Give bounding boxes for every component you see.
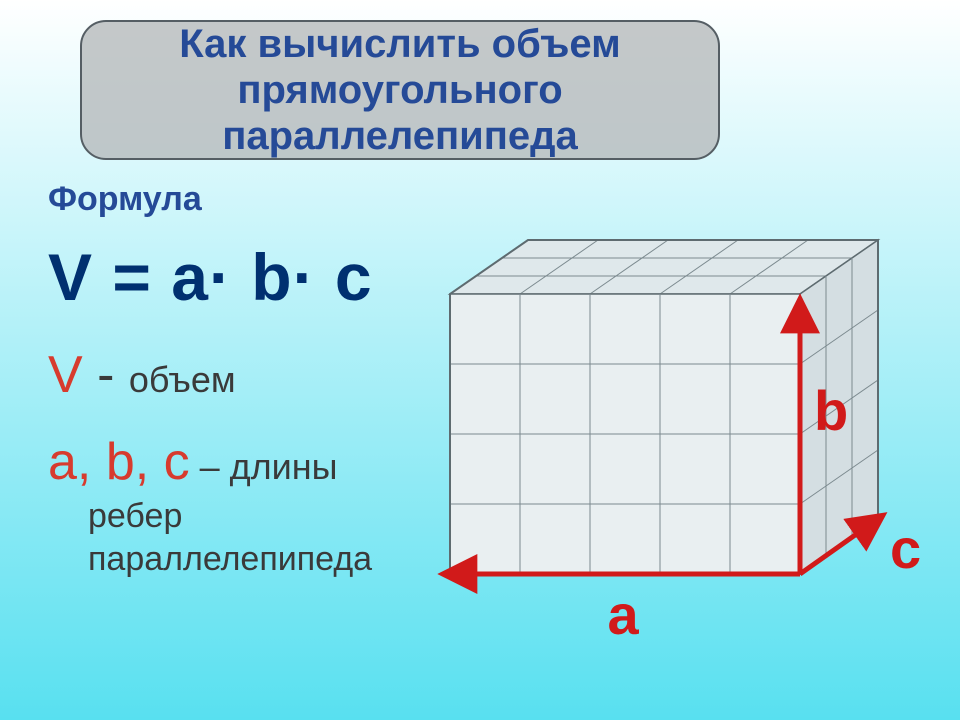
cuboid-diagram	[430, 230, 930, 700]
definition-edges: a, b, c – длины ребер параллелепипеда	[48, 430, 448, 580]
title-box: Как вычислить объем прямоугольного парал…	[80, 20, 720, 160]
variable-v: V	[48, 346, 83, 404]
axis-label-c: c	[890, 516, 921, 581]
cube-area: a b c	[430, 230, 930, 700]
axis-label-a: a	[608, 582, 639, 647]
formula: V = a· b· c	[48, 239, 448, 315]
title-text: Как вычислить объем прямоугольного парал…	[106, 21, 694, 159]
subheading: Формула	[48, 180, 448, 219]
variables-abc: a, b, c	[48, 433, 190, 491]
definition-volume: V - объем	[48, 343, 448, 408]
text-column: Формула V = a· b· c V - объем a, b, c – …	[48, 180, 448, 602]
axis-label-b: b	[814, 378, 848, 443]
